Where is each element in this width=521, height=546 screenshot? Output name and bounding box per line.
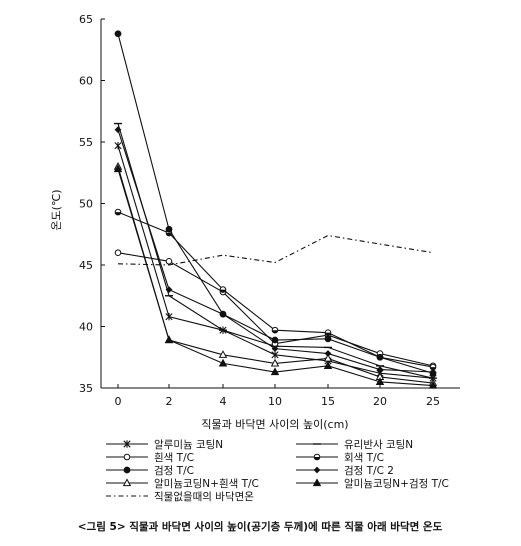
legend-item: 알미늄코딩N+검정 T/C (296, 478, 449, 490)
y-tick-label: 40 (79, 321, 93, 334)
legend-marker (313, 466, 321, 474)
legend-marker (123, 453, 131, 461)
legend-label: 알미늄코딩N+흰색 T/C (154, 478, 259, 490)
chart-ticks: 35 40 45 50 55 60 65 0 2 4 10 15 20 25 (79, 13, 440, 408)
legend-item: 검정 T/C (106, 465, 194, 477)
y-tick-label: 65 (79, 13, 93, 26)
x-tick-label: 15 (321, 395, 335, 408)
x-tick-label: 20 (373, 395, 387, 408)
data-point (271, 336, 279, 344)
legend-item: 회색 T/C (296, 452, 384, 464)
data-point (219, 310, 227, 318)
y-tick-label: 50 (79, 198, 93, 211)
data-point (165, 286, 173, 293)
data-point (165, 225, 173, 233)
data-point (375, 377, 385, 385)
data-point (428, 380, 438, 389)
data-point (324, 335, 332, 343)
data-point (218, 358, 228, 367)
x-tick-label: 0 (115, 395, 122, 408)
legend-label: 알미늄코딩N+검정 T/C (344, 478, 449, 490)
x-axis-label: 직물과 바닥면 사이의 높이(cm) (201, 418, 348, 431)
legend-marker (122, 478, 132, 487)
data-point (270, 358, 280, 367)
legend-label: 알루미늄 코팅N (154, 439, 223, 451)
data-point (323, 361, 333, 369)
data-point (271, 351, 279, 359)
legend-label: 흰색 T/C (154, 452, 194, 464)
y-axis-label: 온도(℃) (50, 189, 63, 230)
chart-legend: 알루미늄 코팅N 유리반사 코팅N 흰색 T/C 회색 T/C 검정 T/C 검정 T/C… (106, 439, 449, 503)
legend-marker (313, 453, 321, 461)
legend-label: 검정 T/C 2 (344, 465, 394, 477)
data-point (218, 350, 228, 358)
data-point (324, 350, 332, 357)
legend-marker (123, 440, 131, 448)
series-group (114, 30, 437, 377)
data-point (165, 312, 173, 321)
legend-label: 회색 T/C (344, 452, 384, 464)
data-point (114, 30, 122, 38)
legend-label: 유리반사 코팅N (344, 439, 413, 451)
series-group (114, 126, 437, 376)
data-point (429, 368, 437, 376)
series-line (117, 33, 434, 374)
data-point (114, 141, 122, 150)
series-line (117, 234, 434, 266)
legend-label: 검정 T/C (154, 465, 194, 477)
data-point (271, 326, 279, 334)
y-tick-label: 35 (79, 382, 93, 395)
data-point (271, 345, 279, 353)
legend-marker (312, 478, 322, 487)
data-point (270, 367, 280, 376)
data-point (324, 329, 332, 336)
data-point (114, 249, 122, 256)
chart-axes (100, 19, 460, 389)
chart-series (113, 30, 438, 389)
data-point (376, 353, 384, 361)
data-point (323, 353, 333, 362)
series-group (117, 234, 434, 266)
legend-label: 직물없을때의 바닥면온 (154, 490, 254, 503)
data-point (219, 286, 227, 293)
data-point (164, 335, 174, 344)
series-line (117, 129, 434, 373)
legend-item: 알루미늄 코팅N (106, 439, 223, 451)
x-tick-label: 25 (426, 395, 440, 408)
data-point (114, 126, 122, 134)
y-tick-label: 60 (79, 75, 93, 88)
x-tick-label: 10 (268, 395, 282, 408)
data-point (113, 164, 123, 173)
x-tick-label: 2 (166, 395, 173, 408)
y-tick-label: 55 (79, 136, 93, 149)
data-point (376, 366, 384, 373)
legend-item: 알미늄코딩N+흰색 T/C (106, 478, 259, 490)
data-point (165, 258, 173, 265)
legend-item: 검정 T/C 2 (296, 465, 394, 477)
data-point (114, 208, 122, 216)
legend-item: 직물없을때의 바닥면온 (106, 490, 254, 503)
series-group (113, 164, 438, 389)
legend-marker (123, 466, 131, 474)
data-point (429, 363, 437, 371)
x-tick-label: 4 (220, 395, 227, 408)
figure-caption: <그림 5> 직물과 바닥면 사이의 높이(공기층 두께)에 따른 직물 아래 … (78, 520, 443, 533)
y-tick-label: 45 (79, 259, 93, 272)
legend-item: 흰색 T/C (106, 452, 194, 464)
legend-item: 유리반사 코팅N (296, 439, 413, 451)
